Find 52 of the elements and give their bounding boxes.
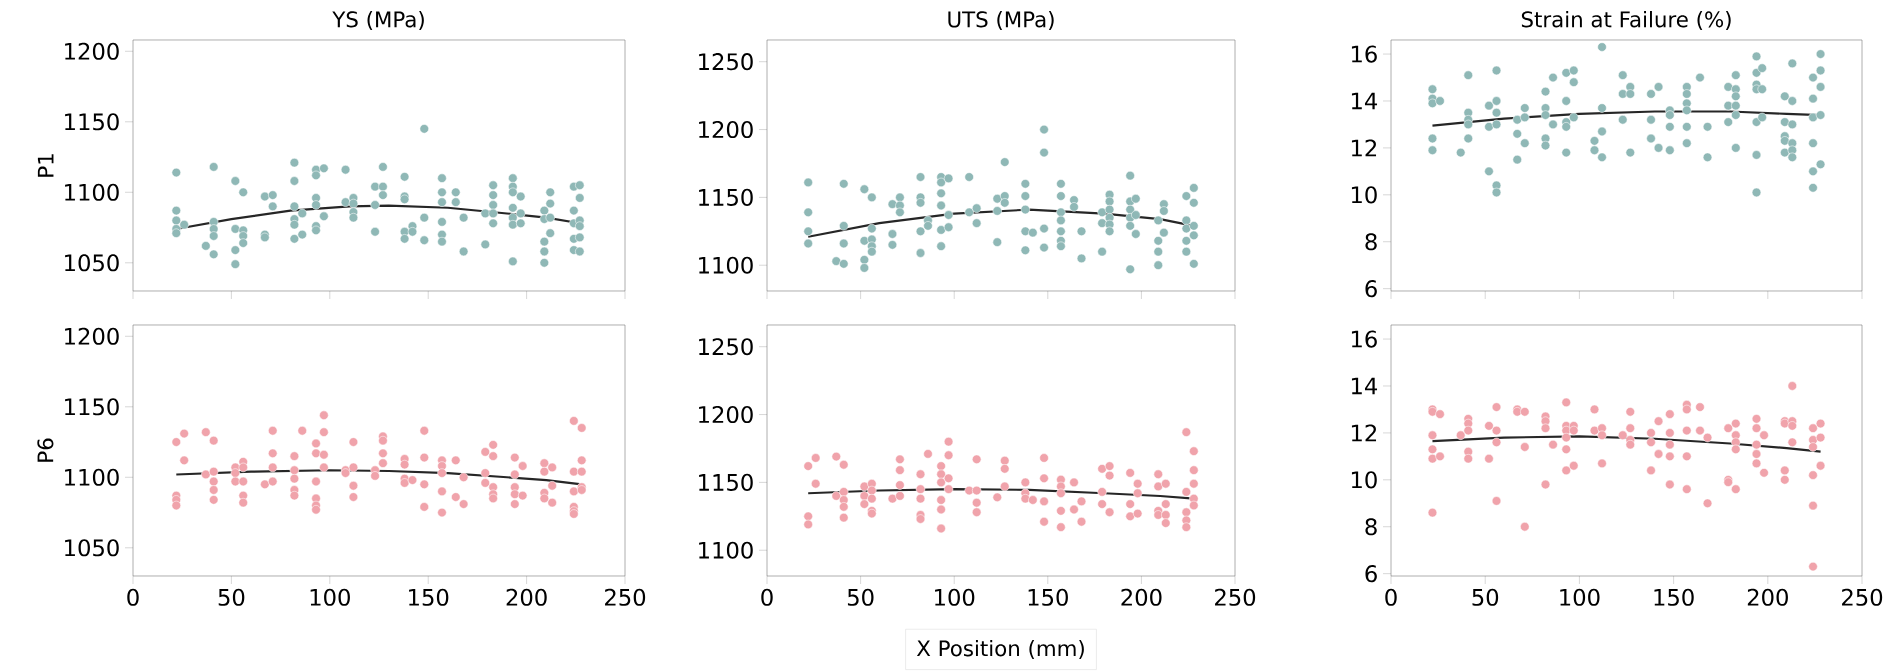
x-tick-label: 100 — [1560, 588, 1600, 606]
y-tick-label: 16 — [1351, 330, 1377, 348]
x-tick-label: 250 — [605, 588, 646, 606]
chart-title: Strain at Failure (%) — [1521, 10, 1731, 30]
y-tick-label: 1150 — [699, 473, 753, 491]
x-tick-label: 100 — [310, 588, 350, 606]
x-tick-label: 200 — [1121, 588, 1162, 606]
x-tick-label: 100 — [935, 588, 975, 606]
y-tick-label: 12 — [1351, 424, 1377, 442]
y-tick-label: 1200 — [699, 120, 753, 139]
x-tick-label: 150 — [409, 588, 449, 606]
y-tick-label: 1100 — [699, 541, 753, 559]
x-axis-title: X Position (mm) — [916, 639, 1084, 659]
y-tick-label: 1100 — [65, 183, 119, 201]
y-tick-label: 1100 — [65, 468, 119, 486]
y-tick-label: 1150 — [65, 398, 119, 416]
x-tick-label: 250 — [1842, 588, 1883, 606]
x-tick-label: 0 — [1385, 588, 1397, 606]
x-tick-label: 150 — [1028, 588, 1068, 606]
chart-title: YS (MPa) — [332, 10, 424, 30]
y-tick-label: 1050 — [65, 539, 119, 557]
y-tick-label: 1100 — [699, 256, 753, 274]
y-axis-title: P1 — [37, 154, 54, 177]
y-tick-label: 8 — [1365, 233, 1377, 251]
x-tick-label: 200 — [506, 588, 547, 606]
y-tick-label: 6 — [1365, 565, 1377, 583]
x-tick-label: 50 — [218, 588, 245, 606]
y-axis-title: P6 — [37, 438, 54, 462]
y-tick-label: 8 — [1365, 518, 1377, 536]
y-tick-label: 1150 — [65, 113, 119, 131]
y-tick-label: 10 — [1351, 471, 1377, 489]
y-tick-label: 14 — [1351, 92, 1378, 110]
y-tick-label: 14 — [1351, 377, 1378, 395]
chart-title: UTS (MPa) — [948, 10, 1054, 30]
y-tick-label: 10 — [1351, 186, 1377, 204]
x-tick-label: 50 — [1472, 588, 1499, 606]
x-tick-label: 50 — [847, 588, 874, 606]
y-tick-label: 1050 — [65, 254, 119, 272]
y-tick-label: 1200 — [65, 327, 119, 345]
y-tick-label: 6 — [1365, 280, 1377, 298]
y-tick-label: 1250 — [699, 53, 753, 71]
x-tick-label: 200 — [1747, 588, 1788, 606]
y-tick-label: 1200 — [65, 42, 119, 60]
x-tick-label: 250 — [1215, 588, 1256, 606]
y-tick-label: 1200 — [699, 405, 753, 424]
x-tick-label: 150 — [1654, 588, 1694, 606]
x-tick-label: 0 — [127, 588, 139, 606]
y-tick-label: 16 — [1351, 45, 1377, 63]
x-tick-label: 0 — [761, 588, 773, 606]
y-tick-label: 1250 — [699, 338, 753, 356]
y-tick-label: 12 — [1351, 139, 1377, 157]
y-tick-label: 1150 — [699, 188, 753, 206]
